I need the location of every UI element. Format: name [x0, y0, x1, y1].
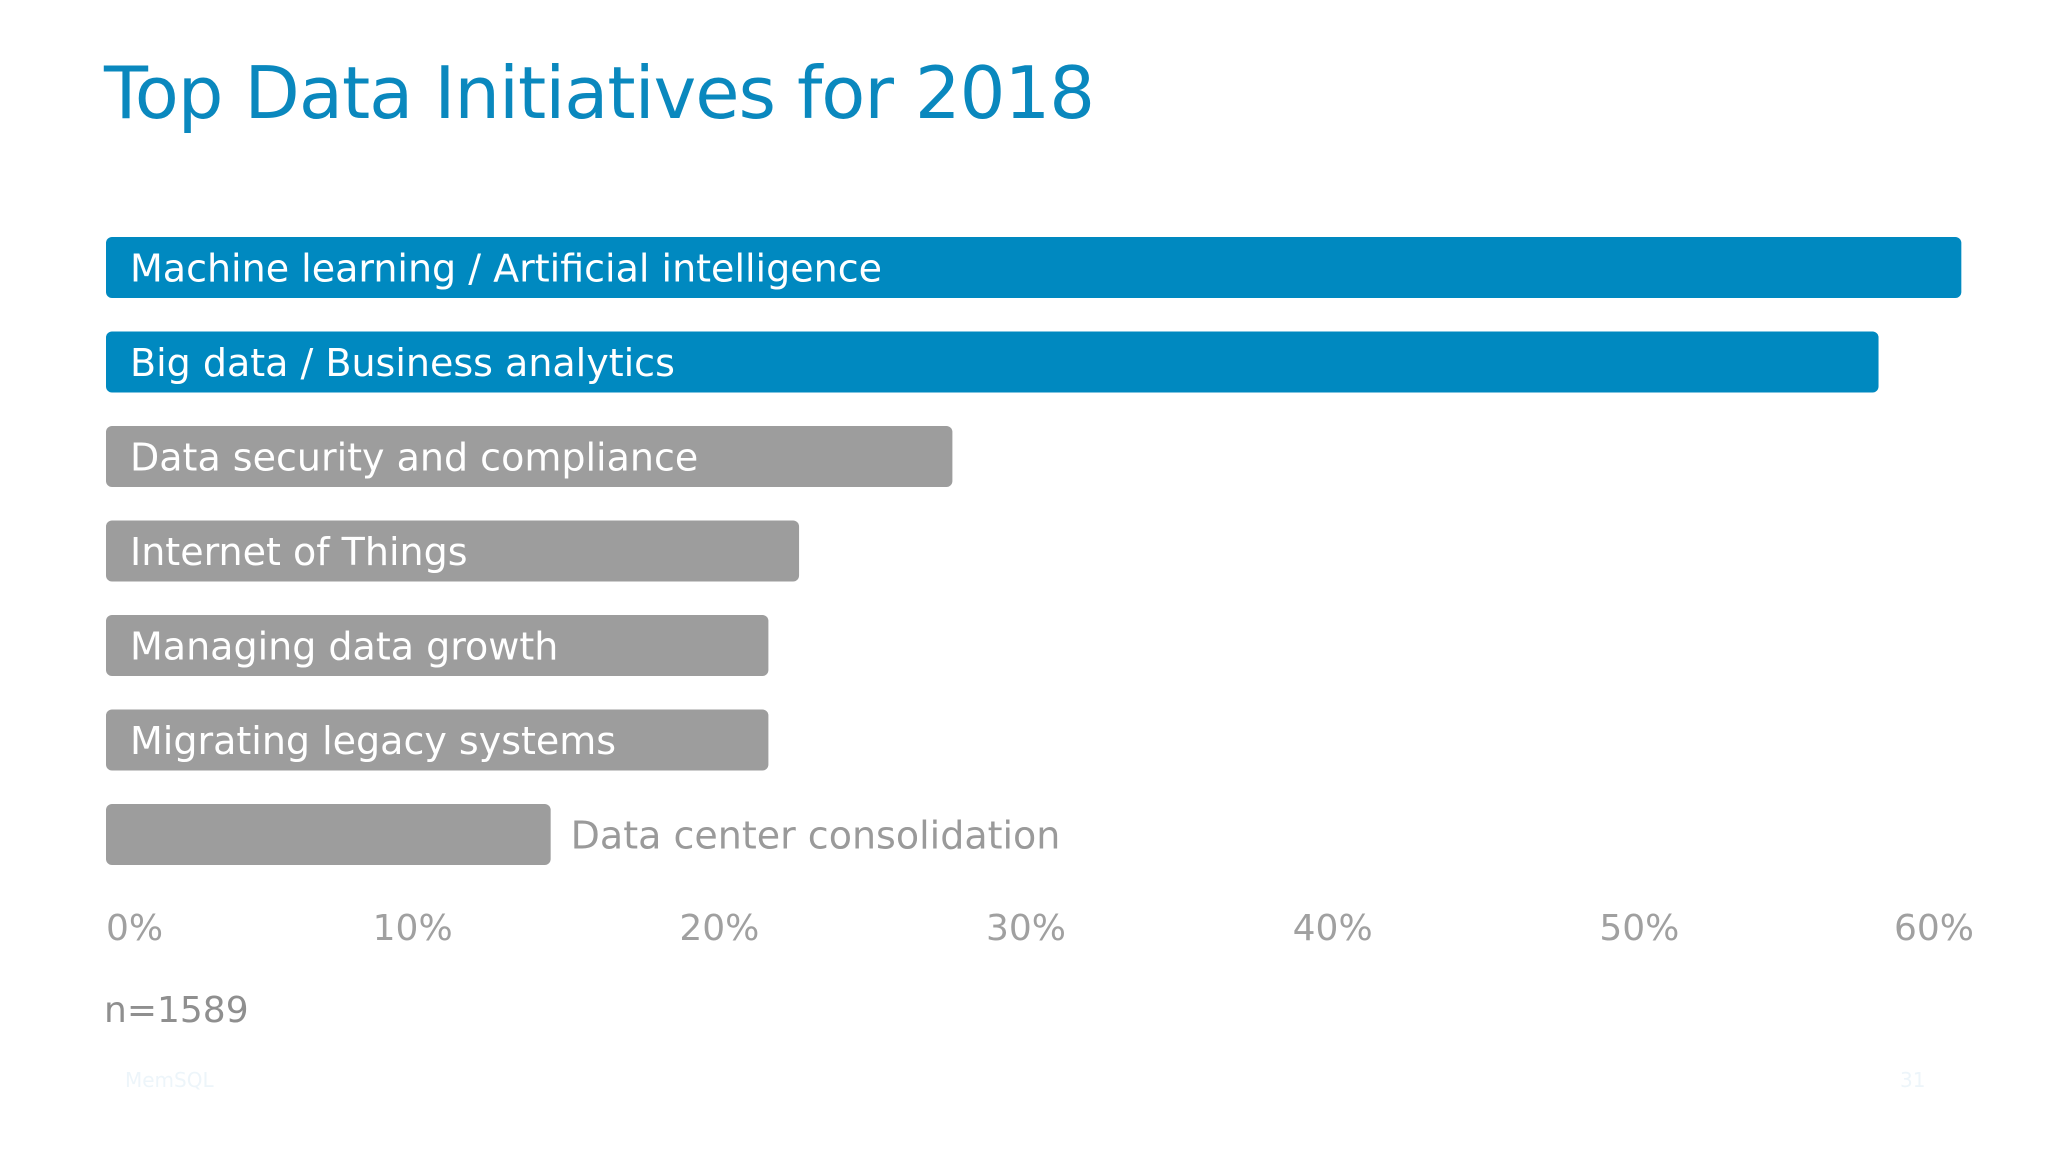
bar-7	[106, 804, 551, 865]
bar-chart: Machine learning / Artificial intelligen…	[106, 237, 1974, 949]
page-number: 31	[1900, 1068, 1926, 1092]
bar-label-7: Data center consolidation	[571, 814, 1061, 858]
x-tick-label: 50%	[1599, 908, 1679, 949]
slide-title: Top Data Initiatives for 2018	[104, 51, 1095, 135]
x-tick-label: 20%	[679, 908, 759, 949]
bar-label-4: Internet of Things	[130, 530, 468, 574]
sample-size-note: n=1589	[104, 990, 249, 1031]
bar-label-6: Migrating legacy systems	[130, 719, 616, 763]
bar-5	[106, 615, 769, 676]
footer-brand: MemSQL	[125, 1068, 214, 1092]
bar-label-5: Managing data growth	[130, 625, 558, 669]
bar-label-3: Data security and compliance	[130, 436, 698, 480]
bar-3	[106, 426, 953, 487]
bar-label-1: Machine learning / Artificial intelligen…	[130, 247, 882, 291]
x-tick-label: 40%	[1293, 908, 1373, 949]
bar-2	[106, 331, 1879, 393]
bar-1	[106, 237, 1962, 298]
bar-6	[106, 709, 769, 771]
x-tick-label: 10%	[373, 908, 453, 949]
bar-4	[106, 520, 800, 582]
x-tick-label: 60%	[1894, 908, 1974, 949]
x-tick-label: 0%	[106, 908, 163, 949]
x-tick-label: 30%	[986, 908, 1066, 949]
bar-label-2: Big data / Business analytics	[130, 341, 675, 385]
